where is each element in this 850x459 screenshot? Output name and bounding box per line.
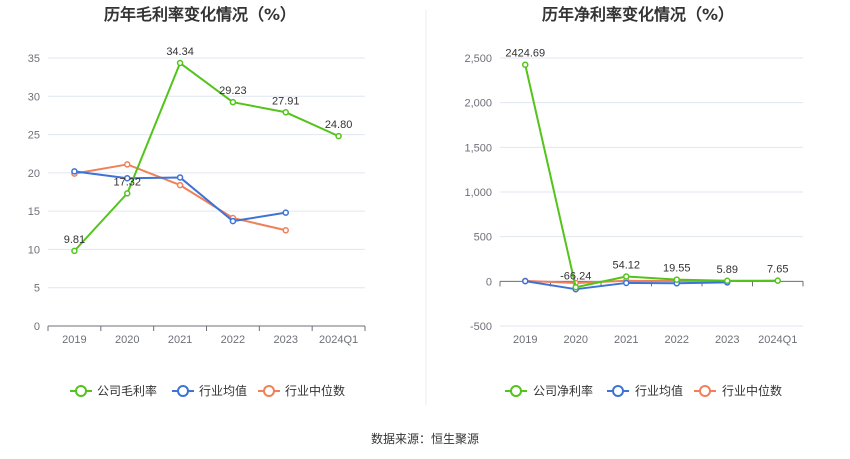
x-tick-label: 2022: [665, 334, 689, 346]
data-label: 9.81: [64, 234, 85, 246]
data-point: [71, 168, 78, 175]
legend-label: 公司毛利率: [97, 383, 157, 398]
x-tick-label: 2023: [274, 334, 298, 346]
x-tick-label: 2021: [614, 334, 638, 346]
data-label: 29.23: [219, 85, 247, 97]
series-industry_avg: [71, 168, 289, 225]
x-tick-label: 2019: [62, 334, 86, 346]
series-line: [73, 62, 339, 252]
y-tick-label: 1,500: [464, 142, 492, 154]
series-company: [71, 59, 342, 255]
data-label: 34.34: [166, 46, 194, 58]
legend-item-industry_avg: 行业均值: [607, 383, 683, 398]
chart-title: 历年毛利率变化情况（%）: [104, 5, 296, 24]
series-line: [524, 64, 778, 289]
legend-marker: [612, 385, 624, 397]
y-tick-label: 2,500: [464, 53, 492, 65]
x-tick-label: 2024Q1: [319, 334, 358, 346]
data-point: [724, 277, 731, 285]
legend-item-industry_avg: 行业均值: [172, 383, 247, 398]
data-point: [673, 276, 680, 283]
data-label: 2424.69: [505, 48, 545, 60]
data-point: [522, 61, 529, 68]
chart-title: 历年净利率变化情况（%）: [542, 5, 734, 24]
y-tick-label: 20: [28, 168, 40, 180]
x-tick-label: 2020: [564, 334, 588, 346]
data-label: 27.91: [272, 95, 300, 107]
y-tick-label: 0: [486, 276, 492, 288]
legend-marker: [263, 385, 275, 397]
data-label: 17.32: [113, 176, 141, 188]
x-tick-label: 2021: [168, 334, 192, 346]
data-label: 5.89: [717, 264, 738, 276]
legend-item-company: 公司毛利率: [70, 383, 157, 398]
x-tick-label: 2024Q1: [758, 334, 797, 346]
data-label: 54.12: [612, 259, 640, 271]
y-tick-label: 1,000: [464, 187, 492, 199]
x-tick-label: 2022: [221, 334, 245, 346]
data-point: [229, 98, 237, 106]
y-tick-label: 0: [34, 321, 40, 333]
data-point: [229, 217, 237, 225]
data-point: [282, 109, 289, 116]
legend-label: 行业中位数: [722, 383, 782, 398]
legend-marker: [75, 385, 87, 397]
data-point: [124, 174, 131, 182]
data-point: [176, 174, 184, 181]
legend-marker: [177, 385, 189, 397]
gross-margin-chart: 历年毛利率变化情况（%） 0 5 10 15 20 25 30 35 2019 2020 2021 20…: [28, 5, 366, 398]
x-tick-label: 2023: [715, 334, 739, 346]
y-tick-label: 5: [34, 283, 40, 295]
data-point: [176, 181, 184, 189]
y-tick-label: 500: [474, 232, 492, 244]
data-point: [282, 227, 289, 234]
legend-label: 行业均值: [635, 383, 683, 398]
y-tick-label: 25: [28, 130, 40, 142]
data-point: [335, 132, 342, 140]
y-tick-label: -500: [470, 321, 492, 333]
x-tick-label: 2019: [513, 334, 537, 346]
y-tick-label: 10: [28, 244, 40, 256]
legend-label: 公司净利率: [533, 383, 593, 398]
x-tick-label: 2020: [115, 334, 139, 346]
data-point: [176, 59, 184, 67]
legend-item-company: 公司净利率: [505, 383, 593, 398]
series-company: [522, 61, 781, 291]
data-point: [124, 190, 131, 197]
y-tick-label: 15: [28, 206, 40, 218]
data-point: [572, 284, 579, 291]
data-point: [623, 273, 630, 280]
legend-label: 行业均值: [199, 383, 247, 398]
data-point: [522, 277, 529, 285]
legend-marker: [699, 385, 711, 397]
y-tick-label: 30: [28, 91, 40, 103]
y-tick-label: 35: [28, 53, 40, 65]
legend-label: 行业中位数: [285, 383, 345, 398]
data-point: [774, 277, 781, 284]
data-label: 7.65: [767, 264, 788, 276]
data-label: 19.55: [663, 263, 691, 275]
data-label: -66.24: [560, 270, 591, 282]
data-point: [124, 161, 131, 168]
data-point: [282, 209, 289, 216]
net-margin-chart: 历年净利率变化情况（%） -500 0 500 1,000 1,500 2,000 2,500…: [464, 5, 804, 398]
legend-item-industry_median: 行业中位数: [258, 383, 345, 398]
legend-marker: [510, 385, 522, 397]
legend-item-industry_median: 行业中位数: [694, 383, 782, 398]
y-tick-label: 2,000: [464, 98, 492, 110]
data-point: [623, 279, 630, 287]
data-point: [71, 247, 78, 255]
source-note: 数据来源：恒生聚源: [371, 431, 479, 446]
data-label: 24.80: [325, 119, 353, 131]
